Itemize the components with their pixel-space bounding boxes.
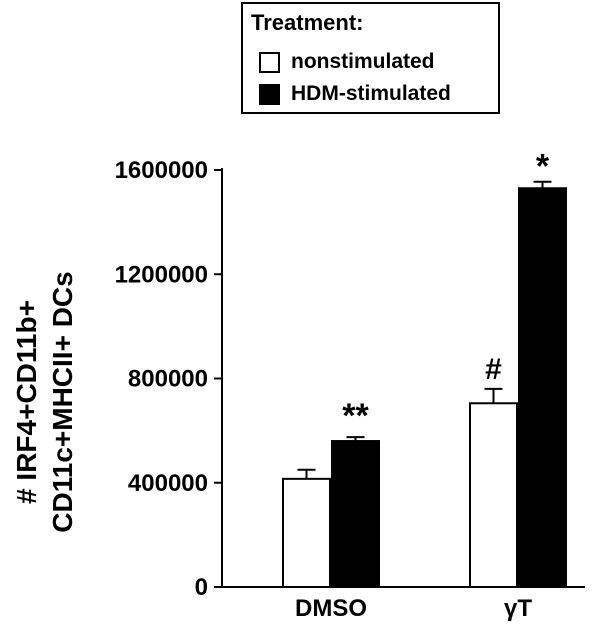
y-tick-label: 0 — [195, 574, 208, 601]
bar-hdm-stimulated-gamma-t — [518, 187, 567, 588]
y-axis-label: # IRF4+CD11b+ — [11, 300, 42, 504]
legend: Treatment: nonstimulated HDM-stimulated — [241, 2, 500, 114]
y-tick-label: 1600000 — [115, 157, 208, 184]
y-tick-label: 400000 — [128, 470, 208, 497]
x-tick-label: DMSO — [295, 595, 367, 622]
bar-nonstimulated-dmso — [282, 477, 331, 589]
legend-title: Treatment: — [251, 10, 364, 35]
bar-hdm-stimulated-dmso — [331, 440, 380, 588]
significance-label: # — [485, 353, 502, 386]
legend-label-nonstimulated: nonstimulated — [291, 50, 435, 73]
legend-label-hdm-stimulated: HDM-stimulated — [291, 82, 451, 105]
y-tick-label: 800000 — [128, 366, 208, 393]
y-axis-label: CD11c+MHCII+ DCs — [47, 271, 78, 532]
legend-swatch-nonstimulated — [259, 52, 280, 73]
legend-swatch-hdm-stimulated — [259, 84, 280, 105]
x-tick-label: γT — [504, 595, 532, 622]
significance-label: * — [536, 148, 550, 186]
bar-nonstimulated-gamma-t — [469, 402, 518, 588]
significance-label: ** — [342, 397, 369, 435]
y-tick-label: 1200000 — [115, 261, 208, 288]
